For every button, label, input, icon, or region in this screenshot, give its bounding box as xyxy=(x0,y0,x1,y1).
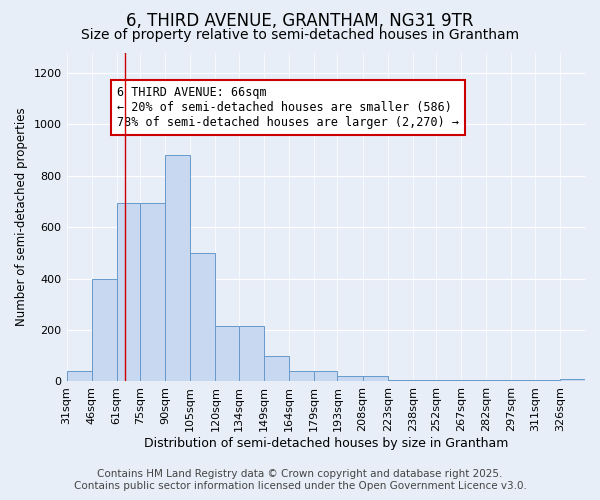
Bar xyxy=(535,380,560,382)
Text: Contains HM Land Registry data © Crown copyright and database right 2025.
Contai: Contains HM Land Registry data © Crown c… xyxy=(74,470,526,491)
Bar xyxy=(461,380,487,382)
Bar xyxy=(215,326,239,382)
Bar xyxy=(388,380,413,382)
Bar xyxy=(511,380,535,382)
Bar xyxy=(289,371,314,382)
Y-axis label: Number of semi-detached properties: Number of semi-detached properties xyxy=(15,108,28,326)
Bar xyxy=(239,326,264,382)
Bar xyxy=(362,376,388,382)
Text: Size of property relative to semi-detached houses in Grantham: Size of property relative to semi-detach… xyxy=(81,28,519,42)
Bar xyxy=(560,379,585,382)
Text: 6 THIRD AVENUE: 66sqm
← 20% of semi-detached houses are smaller (586)
78% of sem: 6 THIRD AVENUE: 66sqm ← 20% of semi-deta… xyxy=(117,86,459,129)
Bar xyxy=(337,376,362,382)
Bar xyxy=(165,156,190,382)
Bar xyxy=(413,380,436,382)
Text: 6, THIRD AVENUE, GRANTHAM, NG31 9TR: 6, THIRD AVENUE, GRANTHAM, NG31 9TR xyxy=(126,12,474,30)
X-axis label: Distribution of semi-detached houses by size in Grantham: Distribution of semi-detached houses by … xyxy=(143,437,508,450)
Bar xyxy=(190,253,215,382)
Bar xyxy=(314,371,337,382)
Bar xyxy=(92,278,117,382)
Bar xyxy=(436,380,461,382)
Bar xyxy=(487,380,511,382)
Bar xyxy=(117,203,140,382)
Bar xyxy=(140,203,165,382)
Bar xyxy=(264,356,289,382)
Bar xyxy=(67,371,92,382)
